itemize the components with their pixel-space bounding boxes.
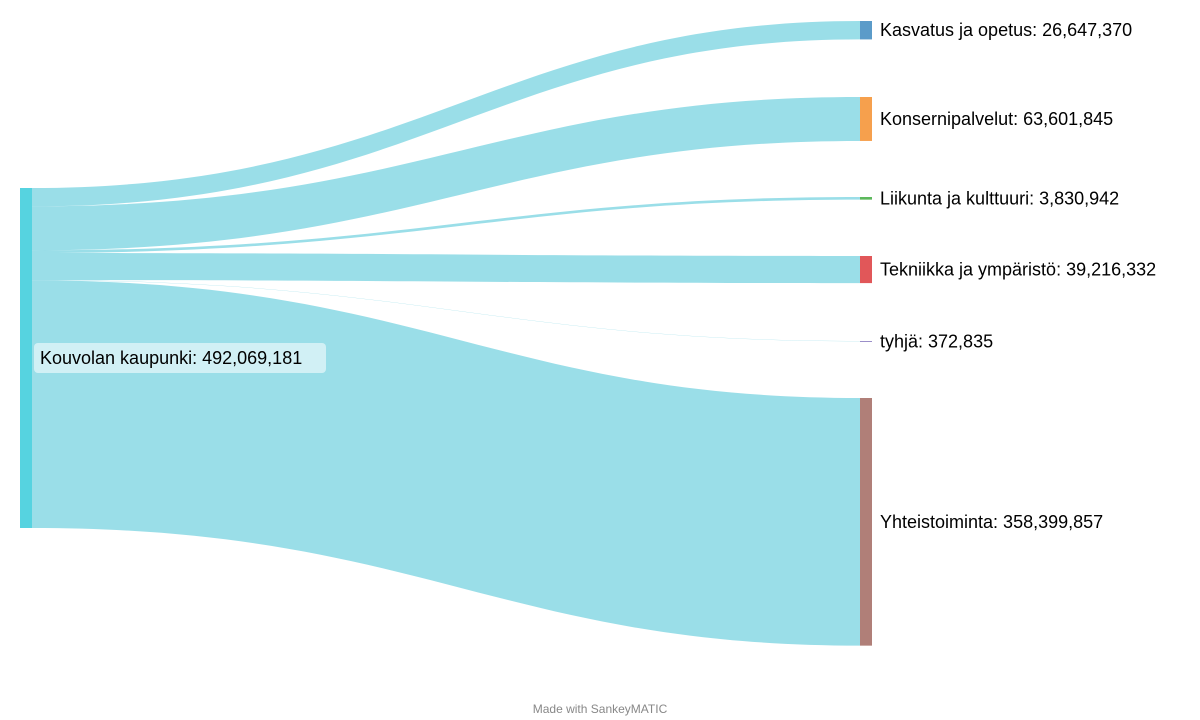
flow-kasvatus bbox=[32, 21, 860, 207]
flow-yhteistoiminta bbox=[32, 280, 860, 646]
flow-liikunta bbox=[32, 197, 860, 254]
node-liikunta bbox=[860, 197, 872, 200]
node-label-konserni: Konsernipalvelut: 63,601,845 bbox=[880, 109, 1113, 129]
node-label-kasvatus: Kasvatus ja opetus: 26,647,370 bbox=[880, 20, 1132, 40]
node-tyhja bbox=[860, 341, 872, 342]
flow-layer bbox=[32, 21, 860, 646]
node-kouvola bbox=[20, 188, 32, 528]
node-kasvatus bbox=[860, 21, 872, 40]
node-label-yhteistoiminta: Yhteistoiminta: 358,399,857 bbox=[880, 512, 1103, 532]
flow-tekniikka bbox=[32, 253, 860, 284]
node-layer bbox=[20, 21, 872, 646]
label-layer: Kouvolan kaupunki: 492,069,181 Kasvatus j… bbox=[34, 20, 1156, 532]
node-label-liikunta: Liikunta ja kulttuuri: 3,830,942 bbox=[880, 188, 1119, 208]
node-yhteistoiminta bbox=[860, 398, 872, 646]
node-tekniikka bbox=[860, 256, 872, 284]
node-konserni bbox=[860, 97, 872, 141]
source-label-background bbox=[34, 343, 326, 373]
node-label-kouvola: Kouvolan kaupunki: 492,069,181 bbox=[40, 348, 302, 368]
node-label-tyhja: tyhjä: 372,835 bbox=[880, 332, 993, 352]
flow-konserni bbox=[32, 97, 860, 251]
credit-text: Made with SankeyMATIC bbox=[533, 702, 668, 716]
node-label-tekniikka: Tekniikka ja ympäristö: 39,216,332 bbox=[880, 260, 1156, 280]
